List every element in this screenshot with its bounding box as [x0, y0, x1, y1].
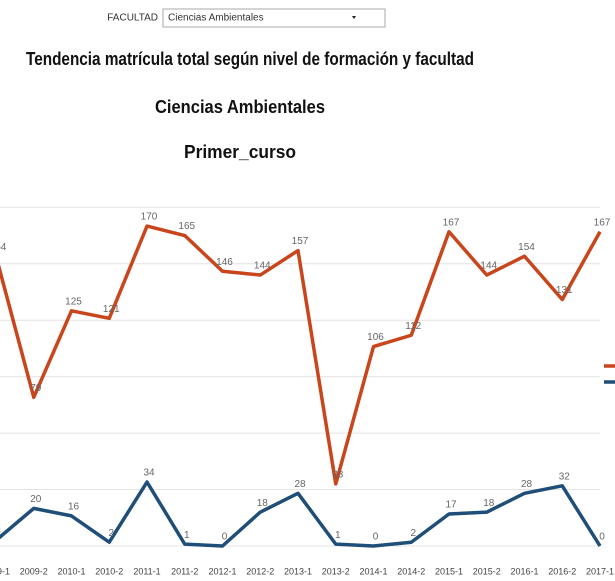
- data-label: 20: [30, 494, 42, 505]
- data-label: 167: [594, 217, 611, 228]
- data-label: 2: [108, 528, 114, 539]
- x-tick-label: 2012-2: [246, 566, 274, 576]
- data-label: 106: [367, 332, 384, 343]
- x-tick-label: 2011-2: [171, 566, 198, 576]
- x-tick-label: 2016-1: [510, 566, 538, 576]
- data-label: 167: [443, 217, 460, 228]
- filter-label: FACULTAD: [107, 13, 158, 24]
- data-label: 0: [373, 532, 379, 543]
- select-arrow: [352, 16, 356, 19]
- x-tick-label: 2015-2: [473, 566, 501, 576]
- x-tick-label: 2010-2: [95, 566, 123, 576]
- data-label: 17: [445, 500, 457, 511]
- data-label: 33: [332, 470, 344, 481]
- data-label: 144: [254, 261, 271, 272]
- chart-subtitle: Ciencias Ambientales: [155, 97, 325, 117]
- data-label: 32: [559, 471, 571, 482]
- chart-subtitle-2: Primer_curso: [184, 142, 296, 162]
- data-label: 2: [410, 528, 416, 539]
- x-tick-label: 2016-2: [548, 566, 576, 576]
- data-label: 0: [599, 532, 605, 543]
- data-label: 34: [143, 468, 155, 479]
- data-label: 79: [30, 383, 42, 394]
- data-label: 154: [0, 242, 7, 253]
- x-tick-label: 2015-1: [435, 566, 463, 576]
- data-label: 131: [556, 285, 573, 296]
- x-tick-label: 2014-2: [397, 566, 425, 576]
- x-tick-label: 2009-1: [0, 566, 10, 576]
- data-label: 18: [257, 498, 269, 509]
- data-label: 1: [184, 530, 190, 541]
- x-tick-label: 2009-2: [20, 566, 48, 576]
- data-label: 154: [518, 242, 535, 253]
- series-line: [0, 480, 602, 548]
- data-label: 121: [103, 304, 120, 315]
- x-tick-label: 2010-1: [57, 566, 85, 576]
- data-label: 18: [483, 498, 495, 509]
- data-label: 0: [222, 532, 228, 543]
- x-tick-label: 2017-1: [586, 566, 614, 576]
- data-label: 28: [294, 479, 306, 490]
- data-label: 1: [335, 530, 341, 541]
- data-label: 157: [292, 236, 309, 247]
- x-tick-label: 2013-1: [284, 566, 312, 576]
- filter-value: Ciencias Ambientales: [168, 13, 264, 24]
- x-tick-label: 2012-1: [208, 566, 236, 576]
- data-label: 170: [141, 212, 158, 223]
- x-tick-label: 2011-1: [133, 566, 160, 576]
- data-label: 16: [68, 502, 80, 513]
- chart-title: Tendencia matrícula total según nivel de…: [26, 49, 474, 69]
- data-label: 146: [216, 257, 233, 268]
- data-label: 28: [521, 479, 533, 490]
- x-tick-label: 2013-2: [322, 566, 350, 576]
- series-line: [0, 224, 602, 486]
- data-label: 3: [0, 526, 1, 537]
- x-tick-label: 2014-1: [359, 566, 387, 576]
- filter-select[interactable]: [162, 8, 386, 28]
- data-label: 112: [405, 321, 421, 332]
- data-label: 144: [480, 261, 497, 272]
- data-label: 165: [178, 221, 195, 232]
- data-label: 125: [65, 296, 82, 307]
